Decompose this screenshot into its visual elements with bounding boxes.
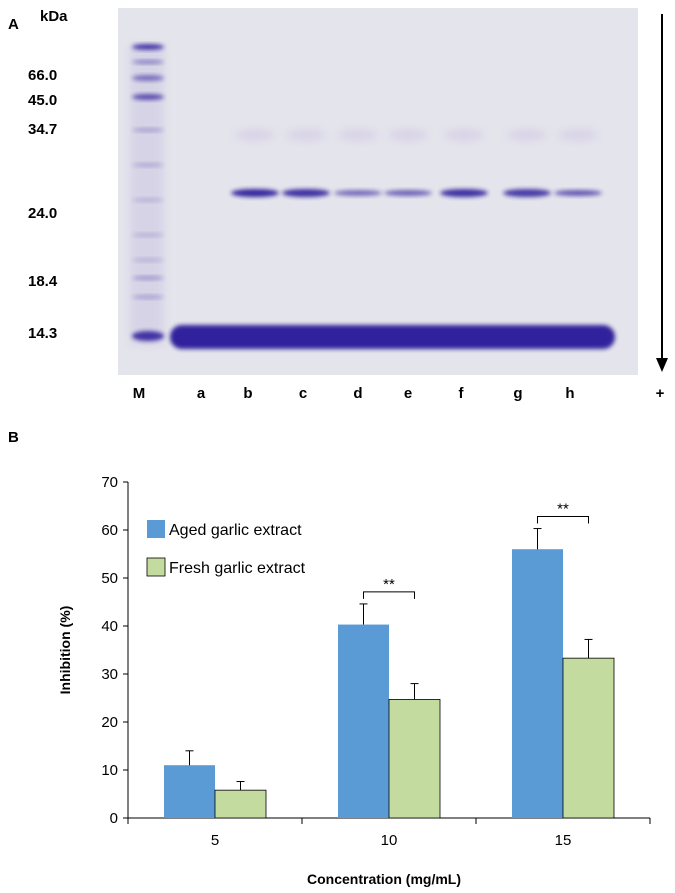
gel-panel: A kDa 66.0 45.0 34.7 24.0 18.4 14.3 M a … (0, 0, 675, 410)
lane-label-f: f (458, 385, 464, 402)
faint-band (558, 129, 598, 141)
protein-band (282, 189, 330, 197)
y-tick-label: 60 (101, 522, 118, 539)
bar (512, 549, 563, 818)
lane-label-g: g (513, 385, 523, 402)
mw-marker-label: 45.0 (28, 92, 58, 109)
y-axis-title: Inhibition (%) (57, 606, 73, 695)
gel-image (118, 8, 668, 375)
lane-label-d: d (353, 385, 363, 402)
mw-marker-label: 18.4 (28, 273, 58, 290)
bar (164, 765, 215, 818)
kda-unit-label: kDa (40, 8, 68, 25)
bar (214, 789, 267, 819)
lane-label-b: b (243, 385, 253, 402)
protein-band (554, 190, 602, 196)
y-tick-label: 10 (101, 762, 118, 779)
protein-band (503, 189, 551, 197)
gel-bands (130, 44, 615, 349)
protein-band (231, 189, 279, 197)
bar (338, 624, 389, 818)
faint-band (235, 129, 275, 141)
faint-band (507, 129, 547, 141)
y-tick-label: 40 (101, 618, 118, 635)
lane-label-a: a (196, 385, 206, 402)
faint-band (338, 129, 378, 141)
x-tick-label: 5 (211, 832, 219, 849)
bar-chart: 0 10 20 30 40 50 60 70 5 10 15 Concentration (mg/mL… (57, 474, 651, 887)
significance-bracket (363, 591, 415, 599)
legend-label: Aged garlic extract (169, 522, 302, 539)
faint-band (444, 129, 484, 141)
y-tick-label: 0 (110, 810, 118, 827)
legend-label: Fresh garlic extract (169, 560, 306, 577)
bar (562, 657, 615, 819)
x-tick-label: 10 (381, 832, 398, 849)
protein-band (440, 189, 488, 197)
faint-band (286, 129, 326, 141)
arrow-head-icon (656, 358, 668, 372)
panel-a-label: A (8, 16, 19, 33)
marker-lane-smear (130, 45, 164, 345)
x-axis-title: Concentration (mg/mL) (307, 871, 461, 887)
lane-label-c: c (298, 385, 308, 402)
significance-label: ** (383, 576, 395, 593)
faint-band (388, 129, 428, 141)
bar-chart-panel: B 0 10 20 30 40 50 60 70 5 10 15 Concentration (mg/… (0, 425, 675, 893)
y-tick-label: 70 (101, 474, 118, 491)
mw-marker-label: 14.3 (28, 325, 58, 342)
mw-marker-label: 34.7 (28, 121, 58, 138)
direction-plus-label: + (655, 385, 665, 402)
lane-label-m: M (132, 385, 146, 402)
protein-band (334, 190, 382, 196)
lane-label-e: e (403, 385, 413, 402)
panel-b-label: B (8, 429, 19, 446)
protein-band-14kda (170, 325, 615, 349)
mw-marker-label: 24.0 (28, 205, 58, 222)
y-tick-label: 50 (101, 570, 118, 587)
protein-band (384, 190, 432, 196)
bar (388, 699, 441, 819)
x-tick-label: 15 (555, 832, 572, 849)
legend-swatch (147, 520, 165, 538)
mw-marker-label: 66.0 (28, 67, 58, 84)
legend-swatch (146, 557, 166, 577)
significance-label: ** (557, 501, 569, 518)
lane-label-h: h (565, 385, 575, 402)
significance-bracket (537, 516, 589, 524)
y-tick-label: 20 (101, 714, 118, 731)
y-tick-label: 30 (101, 666, 118, 683)
